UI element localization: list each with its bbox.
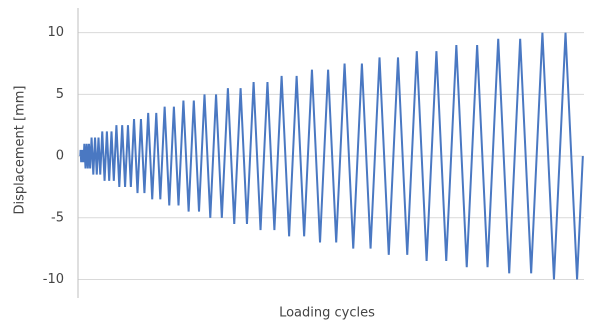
y-tick-label: 5 <box>56 87 64 102</box>
y-axis-label: Displacement [mm] <box>13 86 28 215</box>
y-tick-label: 0 <box>56 149 64 164</box>
y-tick-label: -5 <box>51 210 64 225</box>
y-tick-label: -10 <box>43 272 64 287</box>
y-tick-label: 10 <box>47 25 64 40</box>
x-axis-label: Loading cycles <box>279 306 375 321</box>
data-line <box>79 32 584 280</box>
